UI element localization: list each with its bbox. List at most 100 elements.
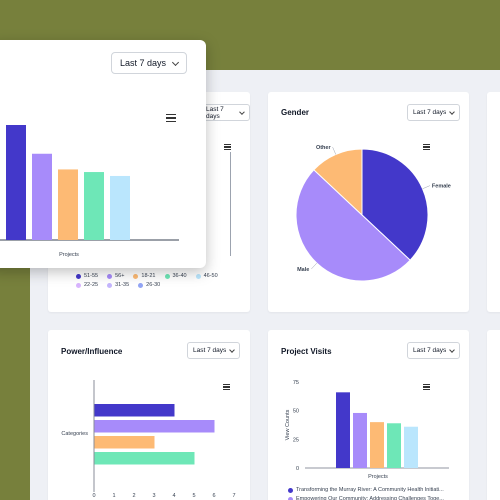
visits-legend-item[interactable]: Empowering Our Community: Addressing Cha… <box>288 496 444 500</box>
y-axis-label: Categories <box>61 431 88 437</box>
bar[interactable] <box>84 172 104 240</box>
legend-label: Transforming the Murray River: A Communi… <box>296 487 444 493</box>
popup-card: Last 7 days Projects <box>0 40 206 268</box>
x-axis-label: Projects <box>368 474 388 480</box>
x-tick-label: 0 <box>92 493 95 499</box>
legend-label: 22-25 <box>84 282 99 288</box>
legend-label: 18-21 <box>141 273 156 279</box>
y-tick-label: 25 <box>293 437 299 443</box>
pie-slice-label: Female <box>432 184 451 190</box>
pie-slice[interactable] <box>361 148 429 261</box>
visits-legend: Transforming the Murray River: A Communi… <box>288 487 444 500</box>
bar[interactable] <box>387 423 401 468</box>
age-legend-item[interactable]: 31-35 <box>107 282 129 288</box>
bar[interactable] <box>336 392 350 468</box>
pie-slice-label: Other <box>316 145 332 151</box>
x-tick-label: 3 <box>152 493 155 499</box>
popup-menu-icon[interactable] <box>166 114 176 122</box>
bar[interactable] <box>32 153 52 240</box>
visits-range-label: Last 7 days <box>413 347 447 354</box>
visits-bar-chart: 75 50 25 0 View Counts Projects <box>285 380 449 480</box>
age-legend-item[interactable]: 36-40 <box>164 273 187 279</box>
legend-label: 26-30 <box>146 282 161 288</box>
legend-label: 36-40 <box>172 273 187 279</box>
legend-swatch <box>76 273 81 279</box>
gender-range-label: Last 7 days <box>413 109 447 116</box>
gender-title: Gender <box>281 108 310 117</box>
pie-label-leader <box>332 146 337 155</box>
visits-card: Project Visits Last 7 days 75 50 25 0 View C… <box>268 330 469 500</box>
legend-label: 51-55 <box>84 273 99 279</box>
bar[interactable] <box>94 436 155 449</box>
legend-swatch <box>107 282 113 288</box>
pie-slice[interactable] <box>295 169 411 282</box>
age-legend-row: 51-55 56+ 18-21 36-40 46-50 <box>76 273 218 279</box>
y-tick-label: 75 <box>293 380 299 386</box>
legend-swatch <box>288 496 293 500</box>
cropped-card <box>487 92 500 312</box>
bar[interactable] <box>58 169 78 240</box>
age-legend-item[interactable]: 56+ <box>107 273 124 279</box>
power-bar-chart: Categories 0 1 2 3 4 5 6 7 <box>61 380 236 499</box>
chevron-down-icon <box>229 346 236 353</box>
age-range-dropdown[interactable]: Last 7 days <box>200 104 250 121</box>
age-legend-item[interactable]: 51-55 <box>76 273 98 279</box>
popup-bar-chart: Projects <box>0 125 179 258</box>
power-menu-icon[interactable] <box>223 384 230 390</box>
pie-slice-label: Male <box>297 267 309 273</box>
power-title: Power/Influence <box>61 347 123 356</box>
legend-swatch <box>76 282 81 288</box>
legend-label: 31-35 <box>115 282 130 288</box>
x-tick-label: 4 <box>172 493 175 499</box>
popup-range-dropdown[interactable]: Last 7 days <box>111 52 188 74</box>
x-tick-label: 6 <box>212 493 215 499</box>
x-tick-label: 5 <box>192 493 195 499</box>
pie-slice[interactable] <box>313 148 363 217</box>
bar[interactable] <box>353 412 367 468</box>
legend-swatch <box>138 282 144 288</box>
visits-range-dropdown[interactable]: Last 7 days <box>407 342 461 359</box>
chevron-down-icon <box>449 108 456 115</box>
age-legend-row: 22-25 31-35 26-30 <box>76 282 218 288</box>
bar[interactable] <box>370 422 384 468</box>
legend-swatch <box>107 273 113 279</box>
legend-swatch <box>288 487 293 493</box>
age-legend: 51-55 56+ 18-21 36-40 46-50 22-25 31-35 26-30 <box>76 273 218 291</box>
bar[interactable] <box>6 125 26 240</box>
age-legend-item[interactable]: 46-50 <box>195 273 218 279</box>
popup-range-label: Last 7 days <box>120 58 167 68</box>
legend-label: Empowering Our Community: Addressing Cha… <box>296 496 444 500</box>
bar[interactable] <box>94 452 195 465</box>
pie-label-leader <box>311 262 318 270</box>
bar[interactable] <box>110 175 130 240</box>
visits-menu-icon[interactable] <box>423 384 430 390</box>
visits-title: Project Visits <box>281 347 332 356</box>
x-tick-label: 7 <box>232 493 235 499</box>
legend-label: 56+ <box>115 273 125 279</box>
visits-legend-item[interactable]: Transforming the Murray River: A Communi… <box>288 487 444 493</box>
visits-legend-row: Empowering Our Community: Addressing Cha… <box>288 496 444 500</box>
gender-pie-chart: Female Male Other <box>295 145 451 282</box>
gender-menu-icon[interactable] <box>423 144 430 150</box>
y-tick-label: 50 <box>293 409 299 415</box>
power-range-dropdown[interactable]: Last 7 days <box>187 342 241 359</box>
age-legend-item[interactable]: 22-25 <box>76 282 98 288</box>
chevron-down-icon <box>239 108 245 115</box>
power-card: Power/Influence Last 7 days Categories 0 1… <box>48 330 250 500</box>
gender-range-dropdown[interactable]: Last 7 days <box>407 104 461 121</box>
legend-swatch <box>133 273 139 279</box>
legend-swatch <box>195 273 201 279</box>
power-range-label: Last 7 days <box>193 347 227 354</box>
legend-swatch <box>164 273 170 279</box>
age-menu-icon[interactable] <box>224 144 231 150</box>
chevron-down-icon <box>449 346 456 353</box>
bar[interactable] <box>404 426 418 468</box>
age-legend-item[interactable]: 26-30 <box>138 282 160 288</box>
bar[interactable] <box>94 420 215 433</box>
y-tick-label: 0 <box>296 466 299 472</box>
visits-legend-row: Transforming the Murray River: A Communi… <box>288 487 444 493</box>
pie-label-leader <box>422 185 431 190</box>
age-range-label: Last 7 days <box>206 105 224 120</box>
bar[interactable] <box>94 404 175 417</box>
age-legend-item[interactable]: 18-21 <box>133 273 156 279</box>
